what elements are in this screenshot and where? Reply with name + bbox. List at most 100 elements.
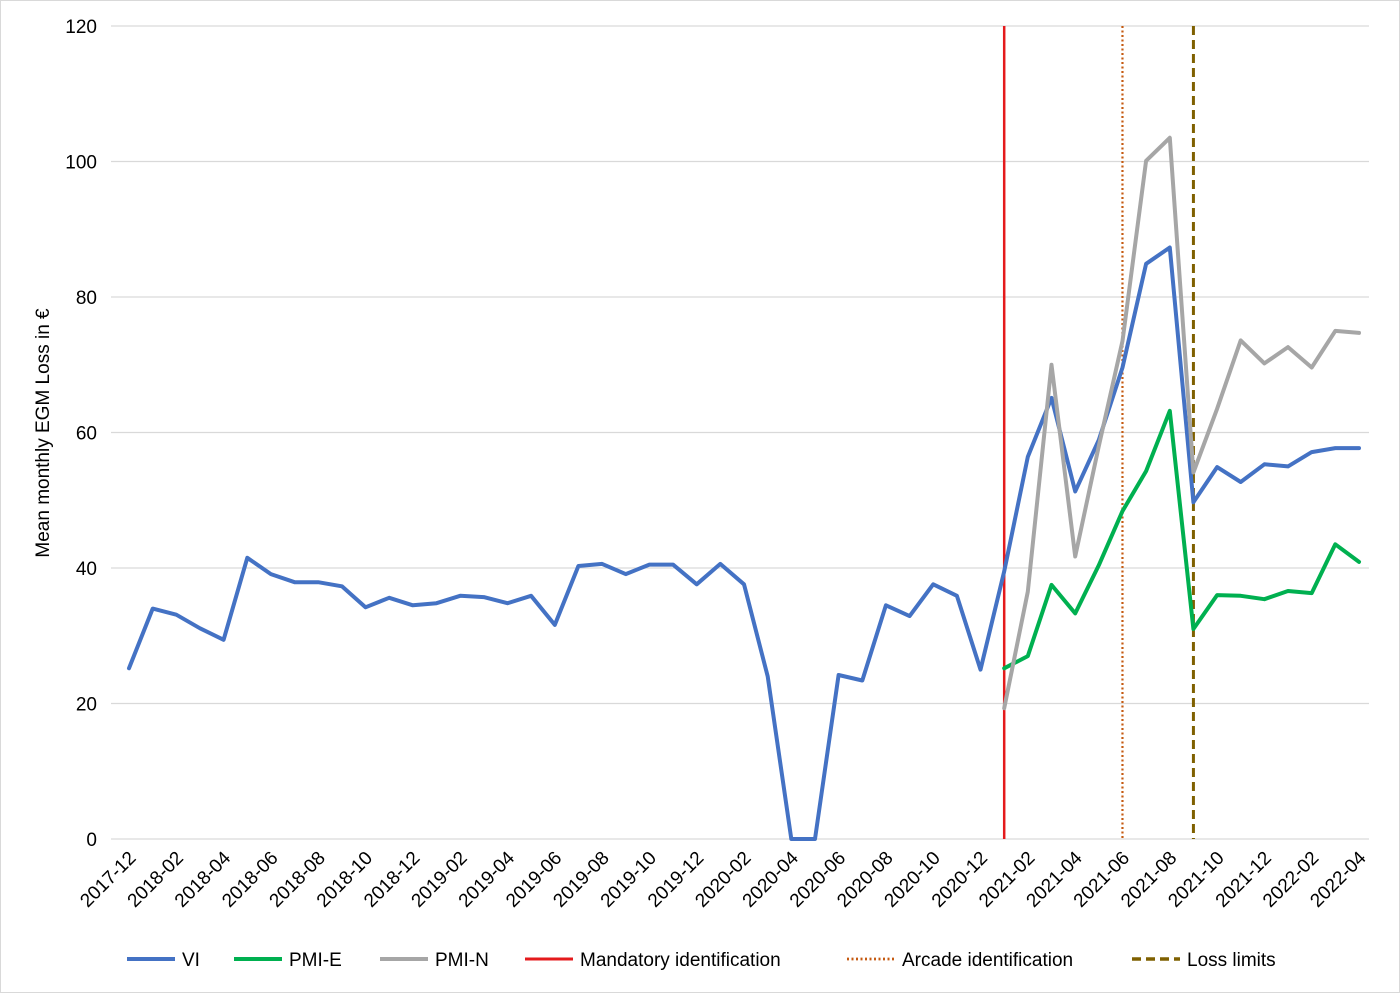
data-point	[245, 556, 249, 560]
data-point	[1239, 594, 1243, 598]
data-point	[1286, 345, 1290, 349]
data-point	[1215, 593, 1219, 597]
y-tick-label: 40	[76, 559, 97, 580]
data-point	[1262, 361, 1266, 365]
data-point	[1357, 331, 1361, 335]
data-point	[1191, 470, 1195, 474]
data-point	[1002, 666, 1006, 670]
data-point	[1262, 462, 1266, 466]
data-point	[1002, 569, 1006, 573]
y-axis-label: Mean monthly EGM Loss in €	[33, 308, 54, 558]
gridlines	[111, 25, 1369, 840]
data-point	[931, 582, 935, 586]
data-point	[1073, 489, 1077, 493]
data-point	[1168, 246, 1172, 250]
data-point	[151, 607, 155, 611]
data-point	[1262, 597, 1266, 601]
data-point	[1120, 509, 1124, 513]
legend-label: Arcade identification	[902, 950, 1073, 971]
data-point	[1310, 591, 1314, 595]
data-point	[198, 626, 202, 630]
data-point	[1026, 455, 1030, 459]
data-point	[1144, 469, 1148, 473]
data-point	[860, 678, 864, 682]
data-point	[1333, 542, 1337, 546]
data-point	[174, 613, 178, 617]
data-point	[293, 580, 297, 584]
data-point	[1002, 706, 1006, 710]
legend-label: PMI-N	[435, 950, 489, 971]
data-point	[387, 596, 391, 600]
data-point	[1144, 159, 1148, 163]
legend-label: PMI-E	[289, 950, 342, 971]
data-point	[1239, 480, 1243, 484]
series-line-pmi-e	[1002, 408, 1361, 671]
y-tick-label: 120	[65, 17, 97, 38]
data-point	[1239, 338, 1243, 342]
data-point	[505, 601, 509, 605]
data-point	[671, 563, 675, 567]
data-point	[1120, 339, 1124, 343]
data-point	[1215, 465, 1219, 469]
data-point	[458, 594, 462, 598]
data-point	[1310, 450, 1314, 454]
data-point	[1286, 589, 1290, 593]
data-point	[1191, 500, 1195, 504]
data-point	[813, 837, 817, 841]
y-tick-label: 80	[76, 288, 97, 309]
data-point	[979, 668, 983, 672]
data-point	[529, 594, 533, 598]
data-point	[1286, 464, 1290, 468]
data-point	[1097, 444, 1101, 448]
data-point	[1310, 365, 1314, 369]
data-series	[127, 135, 1361, 841]
data-point	[269, 572, 273, 576]
data-point	[647, 563, 651, 567]
legend: VI PMI-E PMI-N Mandatory identification Arca…	[127, 950, 1276, 971]
data-point	[1191, 627, 1195, 631]
data-point	[1215, 407, 1219, 411]
data-point	[553, 623, 557, 627]
data-point	[127, 666, 131, 670]
x-axis-ticks: 2017-122018-022018-042018-062018-082018-…	[76, 847, 1370, 911]
data-point	[1050, 363, 1053, 367]
y-tick-label: 60	[76, 424, 97, 445]
legend-label: Loss limits	[1187, 950, 1276, 971]
series-line-vi	[127, 245, 1361, 841]
y-axis-ticks: 0 20 40 60 80 100 120	[65, 17, 97, 851]
data-point	[222, 638, 226, 642]
data-point	[482, 595, 486, 599]
y-tick-label: 0	[86, 830, 97, 851]
data-point	[1073, 611, 1077, 615]
data-point	[837, 673, 841, 677]
legend-label: Mandatory identification	[580, 950, 781, 971]
data-point	[1073, 554, 1077, 558]
data-point	[884, 603, 888, 607]
data-point	[1120, 365, 1124, 369]
legend-label: VI	[182, 950, 200, 971]
data-point	[435, 601, 438, 605]
data-point	[411, 603, 415, 607]
data-point	[316, 580, 320, 584]
data-point	[1333, 446, 1337, 450]
series-line-pmi-n	[1002, 135, 1361, 711]
data-point	[1168, 409, 1172, 413]
data-point	[1168, 136, 1172, 140]
data-point	[908, 614, 912, 618]
data-point	[1050, 583, 1053, 587]
data-point	[695, 582, 699, 586]
data-point	[1026, 654, 1030, 658]
data-point	[340, 584, 344, 588]
data-point	[624, 572, 628, 576]
data-point	[1097, 563, 1101, 567]
data-point	[600, 562, 604, 566]
data-point	[1333, 329, 1337, 333]
y-tick-label: 100	[65, 153, 97, 174]
data-point	[1050, 396, 1053, 400]
data-point	[766, 674, 770, 678]
data-point	[1357, 446, 1361, 450]
data-point	[718, 562, 722, 566]
data-point	[955, 594, 959, 598]
